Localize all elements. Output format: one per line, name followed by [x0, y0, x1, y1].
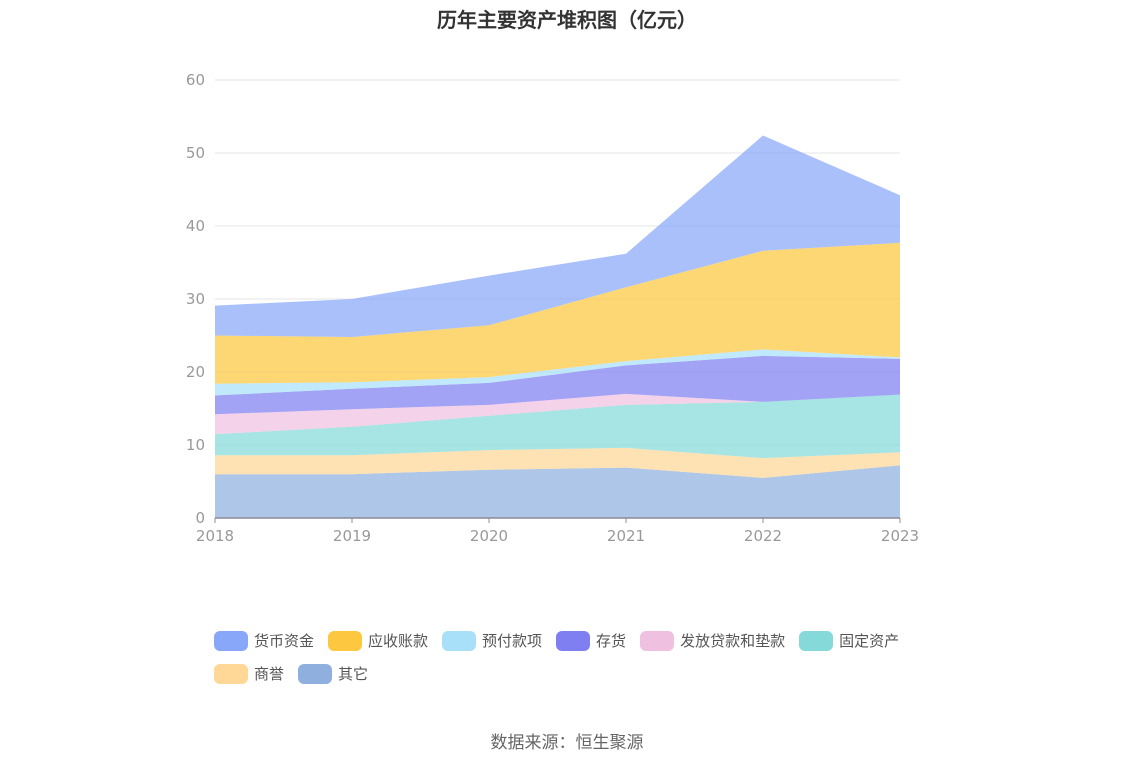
chart-title: 历年主要资产堆积图（亿元）	[437, 8, 697, 32]
y-tick-label: 10	[186, 436, 205, 454]
y-tick-label: 40	[186, 217, 205, 235]
area-series-2	[215, 394, 900, 459]
legend-label: 应收账款	[368, 632, 429, 650]
legend-swatch	[214, 663, 248, 684]
legend-item[interactable]: 货币资金	[214, 630, 314, 651]
legend-item[interactable]: 存货	[556, 630, 626, 651]
legend-label: 货币资金	[254, 632, 315, 650]
data-source: 数据来源：恒生聚源	[490, 733, 644, 753]
legend-label: 发放贷款和垫款	[680, 632, 786, 650]
legend-swatch	[640, 630, 675, 651]
y-tick-label: 0	[195, 509, 205, 527]
legend-label: 固定资产	[839, 632, 900, 650]
area-series-4	[215, 355, 900, 415]
legend-label: 存货	[596, 632, 627, 650]
area-series-0	[215, 465, 900, 518]
legend-swatch	[556, 630, 591, 651]
legend-item[interactable]: 应收账款	[328, 630, 428, 651]
y-tick-label: 20	[186, 363, 205, 381]
legend-swatch	[298, 663, 333, 684]
legend-swatch	[442, 630, 477, 651]
legend: 货币资金 应收账款 预付款项 存货 发放贷款和垫款 固定资产商誉 其它	[214, 630, 934, 696]
area-series-1	[215, 447, 900, 478]
legend-swatch	[328, 630, 363, 651]
legend-label: 预付款项	[482, 632, 543, 650]
area-series	[215, 135, 900, 518]
x-tick-label: 2022	[744, 527, 782, 545]
legend-swatch	[214, 630, 248, 651]
legend-swatch	[799, 630, 834, 651]
x-tick-label: 2018	[196, 527, 234, 545]
x-tick-label: 2021	[607, 527, 645, 545]
x-tick-label: 2023	[881, 527, 919, 545]
area-series-3	[215, 393, 900, 435]
x-tick-label: 2019	[333, 527, 371, 545]
x-tick-label: 2020	[470, 527, 508, 545]
legend-item[interactable]: 发放贷款和垫款	[640, 630, 785, 651]
axes: 0 10 20 30 40 50 60 2018 2019 2020 2021 2022 2023	[186, 71, 919, 545]
legend-label: 商誉	[254, 665, 285, 683]
area-series-6	[215, 242, 900, 384]
y-tick-label: 50	[186, 144, 205, 162]
legend-item[interactable]: 商誉	[214, 663, 284, 684]
legend-item[interactable]: 其它	[298, 663, 368, 684]
area-series-5	[215, 349, 900, 396]
y-tick-label: 30	[186, 290, 205, 308]
area-series-7	[215, 135, 900, 337]
legend-item[interactable]: 预付款项	[442, 630, 542, 651]
y-tick-label: 60	[186, 71, 205, 89]
legend-item[interactable]: 固定资产	[799, 630, 899, 651]
legend-label: 其它	[338, 665, 369, 683]
